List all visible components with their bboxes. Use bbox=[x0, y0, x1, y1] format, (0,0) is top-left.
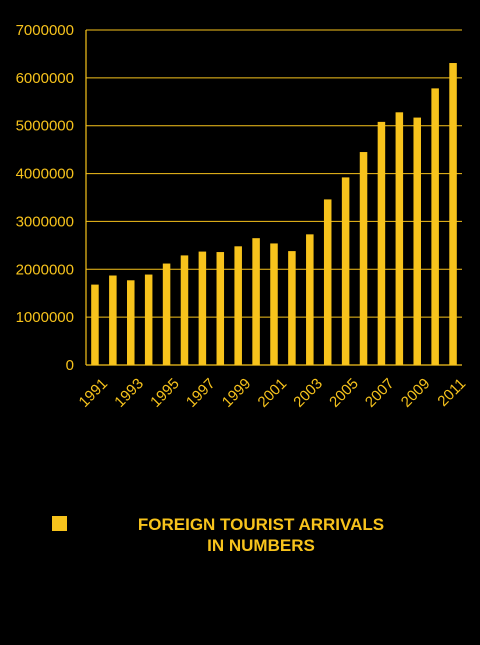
bar-2000 bbox=[252, 238, 260, 365]
y-tick-label-7000000: 7000000 bbox=[16, 22, 74, 39]
bar-2011 bbox=[449, 63, 457, 366]
bar-2005 bbox=[341, 177, 350, 365]
bar-2010 bbox=[431, 88, 439, 365]
bar-1994 bbox=[144, 274, 153, 365]
x-tick-label-2001: 2001 bbox=[255, 375, 291, 411]
bar-1991 bbox=[91, 284, 99, 365]
legend: FOREIGN TOURIST ARRIVALS IN NUMBERS bbox=[52, 514, 452, 564]
bar-2002 bbox=[288, 251, 296, 365]
bar-1995 bbox=[162, 263, 171, 365]
bar-1992 bbox=[109, 275, 117, 365]
bar-2009 bbox=[413, 117, 421, 365]
x-tick-label-2005: 2005 bbox=[326, 375, 362, 411]
y-tick-label-1000000: 1000000 bbox=[16, 309, 74, 326]
x-tick-label-1997: 1997 bbox=[183, 375, 219, 411]
x-tick-label-2007: 2007 bbox=[362, 375, 398, 411]
bar-2001 bbox=[270, 243, 278, 365]
bar-1999 bbox=[234, 246, 242, 365]
y-tick-label-5000000: 5000000 bbox=[16, 118, 74, 135]
bar-1993 bbox=[127, 280, 135, 365]
y-tick-label-3000000: 3000000 bbox=[16, 213, 74, 230]
x-tick-label-1993: 1993 bbox=[111, 375, 147, 411]
legend-label: FOREIGN TOURIST ARRIVALS IN NUMBERS bbox=[137, 515, 385, 555]
legend-swatch bbox=[52, 516, 67, 531]
x-tick-label-2011: 2011 bbox=[434, 375, 469, 410]
bar-2007 bbox=[377, 121, 386, 365]
bar-2004 bbox=[323, 199, 332, 365]
bar-1997 bbox=[198, 251, 207, 365]
bar-1996 bbox=[180, 255, 189, 365]
x-tick-label-1995: 1995 bbox=[147, 375, 183, 411]
y-tick-label-4000000: 4000000 bbox=[16, 166, 74, 183]
y-tick-label-6000000: 6000000 bbox=[16, 70, 74, 87]
bar-2008 bbox=[395, 112, 404, 365]
y-tick-label-2000000: 2000000 bbox=[16, 261, 74, 278]
x-tick-label-2009: 2009 bbox=[398, 375, 434, 411]
bar-1998 bbox=[216, 252, 225, 365]
bar-2006 bbox=[359, 152, 368, 365]
x-tick-label-1991: 1991 bbox=[76, 375, 112, 411]
x-tick-label-1999: 1999 bbox=[219, 375, 255, 411]
x-tick-label-2003: 2003 bbox=[290, 375, 326, 411]
y-tick-label-0: 0 bbox=[66, 357, 74, 374]
bar-2003 bbox=[306, 234, 314, 365]
